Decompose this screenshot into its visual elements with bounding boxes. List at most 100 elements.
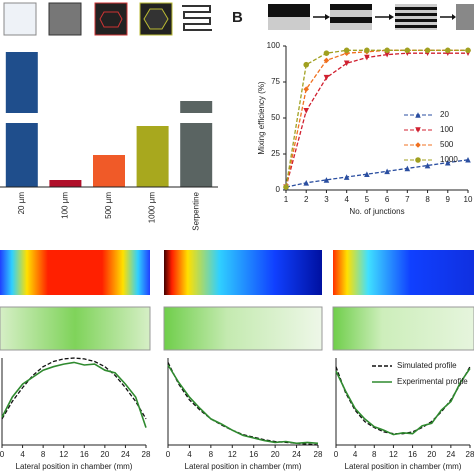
marker	[424, 47, 431, 54]
marker	[415, 112, 421, 118]
x-tick-label: 2	[304, 195, 309, 204]
x-tick-label: 8	[425, 195, 430, 204]
x-tick-label: 24	[121, 450, 130, 459]
x-tick-label: 12	[228, 450, 237, 459]
bar	[49, 180, 82, 187]
y-tick-label: 50	[271, 113, 280, 122]
series-line	[335, 367, 471, 436]
stripe-image	[456, 4, 474, 30]
x-tick-label: 9	[446, 195, 451, 204]
stripe-images	[268, 4, 474, 30]
series-line	[285, 49, 468, 188]
marker	[465, 156, 471, 163]
stripe	[395, 19, 437, 22]
channel-icons	[3, 2, 212, 36]
x-tick-label: 4	[353, 450, 358, 459]
legend-label: 100	[440, 125, 454, 134]
x-axis-label: Lateral position in chamber (mm)	[185, 462, 302, 471]
stripe	[395, 13, 437, 16]
x-tick-label: 4	[344, 195, 349, 204]
x-tick-label: 20	[427, 450, 436, 459]
legend-label: 1000	[440, 155, 458, 164]
marker	[343, 174, 350, 180]
bar	[136, 126, 169, 187]
bar	[93, 155, 125, 187]
series-line	[285, 159, 469, 188]
marker	[323, 74, 330, 81]
fluorescence-image	[0, 306, 151, 351]
marker	[384, 168, 390, 175]
x-tick-label: 24	[446, 450, 455, 459]
x-tick-label: 28	[142, 450, 151, 459]
x-tick-label: 16	[249, 450, 258, 459]
y-tick-label: 0	[276, 185, 281, 194]
axis-break	[0, 113, 218, 123]
x-tick-label: 0	[0, 450, 5, 459]
marker	[415, 142, 421, 148]
marker	[323, 177, 330, 183]
x-tick-label: Serpentine	[191, 191, 200, 230]
marker	[303, 108, 310, 114]
marker	[303, 86, 310, 92]
x-tick-label: 24	[292, 450, 301, 459]
x-tick-label: 1000 µm	[148, 192, 157, 224]
marker	[283, 184, 289, 190]
legend-label: Experimental profile	[397, 377, 468, 386]
series-line	[167, 362, 319, 446]
marker	[323, 57, 330, 64]
panel-label: B	[232, 9, 243, 26]
marker	[444, 159, 451, 166]
x-tick-label: 16	[80, 450, 89, 459]
x-tick-label: 0	[334, 450, 339, 459]
marker	[343, 47, 350, 54]
x-tick-label: 12	[59, 450, 68, 459]
x-tick-label: 16	[408, 450, 417, 459]
x-axis-label: Lateral position in chamber (mm)	[345, 462, 462, 471]
stripe	[330, 17, 372, 23]
series-line	[1, 361, 147, 428]
legend-label: 500	[440, 140, 454, 149]
marker	[404, 165, 411, 172]
x-tick-label: 20 µm	[17, 192, 26, 215]
x-tick-label: 8	[372, 450, 377, 459]
heatmap	[164, 250, 322, 295]
marker	[424, 162, 431, 169]
y-tick-label: 75	[271, 77, 280, 86]
y-tick-label: 25	[271, 149, 280, 158]
marker	[303, 61, 310, 68]
y-tick-label: 100	[267, 41, 281, 50]
marker	[444, 47, 451, 54]
x-tick-label: 8	[209, 450, 214, 459]
x-tick-label: 20	[100, 450, 109, 459]
series-line	[1, 357, 147, 420]
x-tick-label: 12	[389, 450, 398, 459]
images	[0, 250, 474, 351]
heatmap	[333, 250, 474, 295]
icon	[48, 2, 82, 36]
marker	[404, 47, 411, 54]
stripe	[395, 25, 437, 28]
x-tick-label: 0	[166, 450, 171, 459]
x-tick-label: 1	[284, 195, 289, 204]
stripe	[268, 4, 310, 17]
marker	[343, 60, 350, 67]
marker	[364, 171, 370, 177]
x-tick-label: 8	[41, 450, 46, 459]
x-axis-label: Lateral position in chamber (mm)	[16, 462, 133, 471]
marker	[364, 54, 370, 61]
x-tick-label: 4	[20, 450, 25, 459]
x-tick-label: 28	[466, 450, 474, 459]
icon-hex	[99, 11, 123, 28]
y-axis-label: Mixing efficiency (%)	[257, 81, 266, 155]
icon-serpentine	[182, 5, 212, 31]
marker	[384, 51, 390, 58]
fluorescence-image	[332, 306, 474, 351]
x-tick-label: 6	[385, 195, 390, 204]
stripe	[395, 7, 437, 10]
arrow-head	[325, 14, 456, 20]
marker	[323, 50, 330, 56]
series-line	[285, 52, 468, 188]
x-tick-label: 3	[324, 195, 329, 204]
marker	[465, 47, 471, 54]
